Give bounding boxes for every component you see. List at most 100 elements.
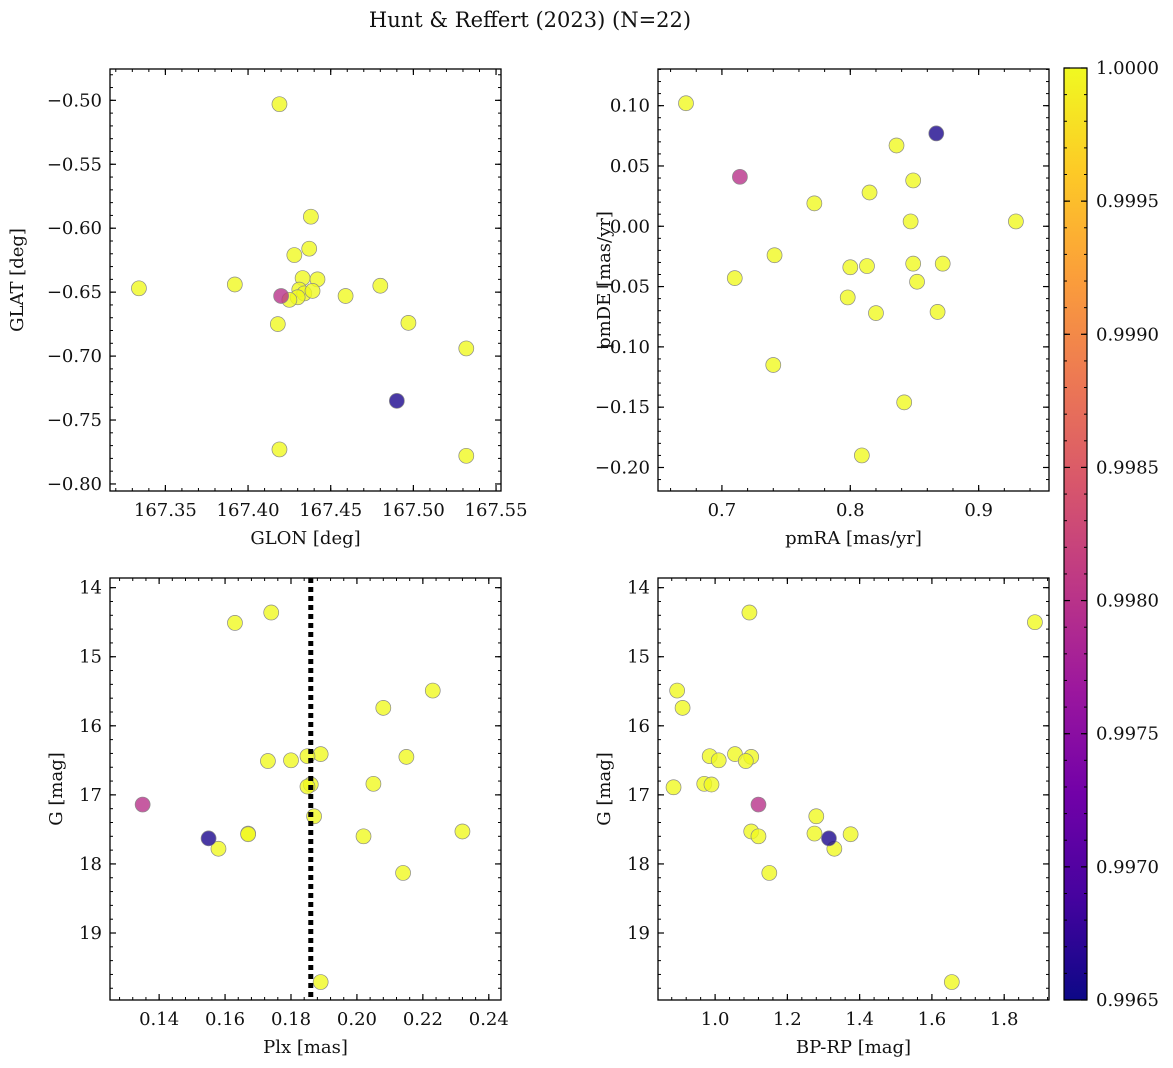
- y-tick-label: −0.80: [47, 474, 102, 495]
- panel-1: 167.35 167.40 167.45 167.50 167.55 −0.80 −0.75…: [7, 68, 528, 549]
- data-point: [678, 95, 694, 112]
- data-point: [134, 796, 151, 813]
- data-point: [806, 825, 823, 842]
- data-point: [365, 775, 382, 792]
- y-tick-label: −0.55: [47, 154, 102, 175]
- colorbar-tick-label: 1.0000: [1096, 58, 1159, 79]
- y-tick-label: −0.15: [595, 397, 650, 418]
- colorbar-tick-label: 0.9990: [1096, 324, 1159, 345]
- colorbar-tick-label: 0.9985: [1096, 457, 1159, 478]
- data-point: [806, 195, 823, 212]
- data-point: [943, 974, 960, 990]
- data-point: [750, 828, 767, 845]
- data-point: [909, 273, 925, 290]
- y-tick-label: 16: [79, 716, 102, 737]
- colorbar-gradient: [1063, 67, 1088, 1001]
- y-tick-label: 14: [79, 578, 102, 599]
- y-tick-label: −0.05: [595, 277, 650, 298]
- data-point: [271, 96, 288, 113]
- data-point: [312, 746, 329, 762]
- x-tick-label: 0.18: [271, 1009, 311, 1030]
- data-point: [842, 826, 859, 843]
- x-tick-label: 167.45: [299, 500, 362, 521]
- data-point: [896, 394, 913, 411]
- y-tick-label: 17: [627, 785, 650, 806]
- data-point: [808, 808, 825, 825]
- y-tick-label: −0.20: [595, 457, 650, 478]
- data-point: [765, 357, 782, 373]
- x-axis-label: pmRA [mas/yr]: [785, 528, 922, 549]
- scatter-panels: 167.35 167.40 167.45 167.50 167.55 −0.80 −0.75…: [7, 68, 1050, 1058]
- x-tick-label: 167.50: [382, 500, 445, 521]
- data-point: [372, 277, 389, 294]
- x-tick-label: 0.24: [469, 1009, 509, 1030]
- y-tick-label: 15: [79, 647, 102, 668]
- data-point: [227, 615, 243, 631]
- data-point: [355, 828, 372, 845]
- panel-4: 1.0 1.2 1.4 1.6 1.8 14 15 16 17 18 19 BP-RP [mag] G …: [594, 577, 1050, 1058]
- panel-3: 0.14 0.16 0.18 0.20 0.22 0.24 14 15 16 17 18 19 Plx …: [46, 577, 509, 1058]
- data-point: [388, 392, 405, 409]
- y-tick-label: 18: [627, 854, 650, 875]
- y-tick-label: −0.75: [47, 410, 102, 431]
- data-point: [750, 796, 767, 813]
- y-tick-label: −0.60: [47, 218, 102, 239]
- data-point: [210, 840, 227, 857]
- x-tick-label: 1.2: [773, 1009, 802, 1030]
- data-point: [375, 699, 392, 716]
- data-point: [260, 753, 276, 769]
- y-axis-label: G [mag]: [594, 752, 615, 825]
- y-tick-label: 16: [627, 716, 650, 737]
- colorbar-tick-label: 0.9975: [1096, 724, 1159, 745]
- data-point: [131, 280, 147, 297]
- data-point: [665, 779, 682, 796]
- data-point: [905, 255, 922, 272]
- data-point: [868, 305, 884, 321]
- data-point: [929, 304, 946, 320]
- plot-frame: [657, 577, 1050, 1001]
- y-tick-label: −0.65: [47, 282, 102, 303]
- data-point: [732, 168, 748, 185]
- data-point: [669, 682, 686, 699]
- data-point: [674, 699, 691, 716]
- data-point: [400, 314, 417, 331]
- data-point: [902, 213, 919, 230]
- data-point: [766, 247, 783, 264]
- y-tick-label: 0.00: [610, 216, 650, 237]
- data-point: [200, 830, 217, 847]
- data-point: [312, 974, 329, 990]
- data-point: [928, 125, 945, 142]
- x-axis-label: Plx [mas]: [263, 1037, 348, 1058]
- data-point: [934, 255, 951, 272]
- y-axis-label: pmDE [mas/yr]: [594, 211, 615, 349]
- data-point: [286, 247, 303, 263]
- data-point: [458, 340, 475, 357]
- data-point: [761, 865, 778, 881]
- x-tick-label: 0.8: [836, 500, 865, 521]
- data-point: [1027, 614, 1043, 631]
- y-tick-label: 19: [79, 923, 102, 944]
- data-point: [240, 826, 256, 843]
- y-tick-label: 17: [79, 785, 102, 806]
- data-point: [710, 752, 727, 769]
- data-point: [1008, 213, 1024, 230]
- data-point: [454, 823, 471, 840]
- x-axis-label: BP-RP [mag]: [796, 1037, 911, 1058]
- y-tick-label: 14: [627, 578, 650, 599]
- colorbar-tick-label: 0.9995: [1096, 191, 1159, 212]
- data-point: [283, 752, 299, 769]
- data-point: [398, 749, 415, 765]
- x-tick-label: 0.7: [708, 500, 737, 521]
- data-point: [269, 316, 286, 332]
- data-point: [737, 753, 754, 769]
- y-tick-label: −0.70: [47, 346, 102, 367]
- data-point: [271, 441, 288, 458]
- colorbar-tick-label: 0.9980: [1096, 591, 1159, 612]
- y-tick-label: −0.10: [595, 337, 650, 358]
- data-point: [888, 137, 905, 154]
- colorbar-tick-label: 0.9970: [1096, 857, 1159, 878]
- x-axis-label: GLON [deg]: [250, 528, 360, 549]
- data-point: [741, 604, 758, 621]
- data-point: [273, 288, 289, 304]
- x-tick-label: 0.9: [964, 500, 993, 521]
